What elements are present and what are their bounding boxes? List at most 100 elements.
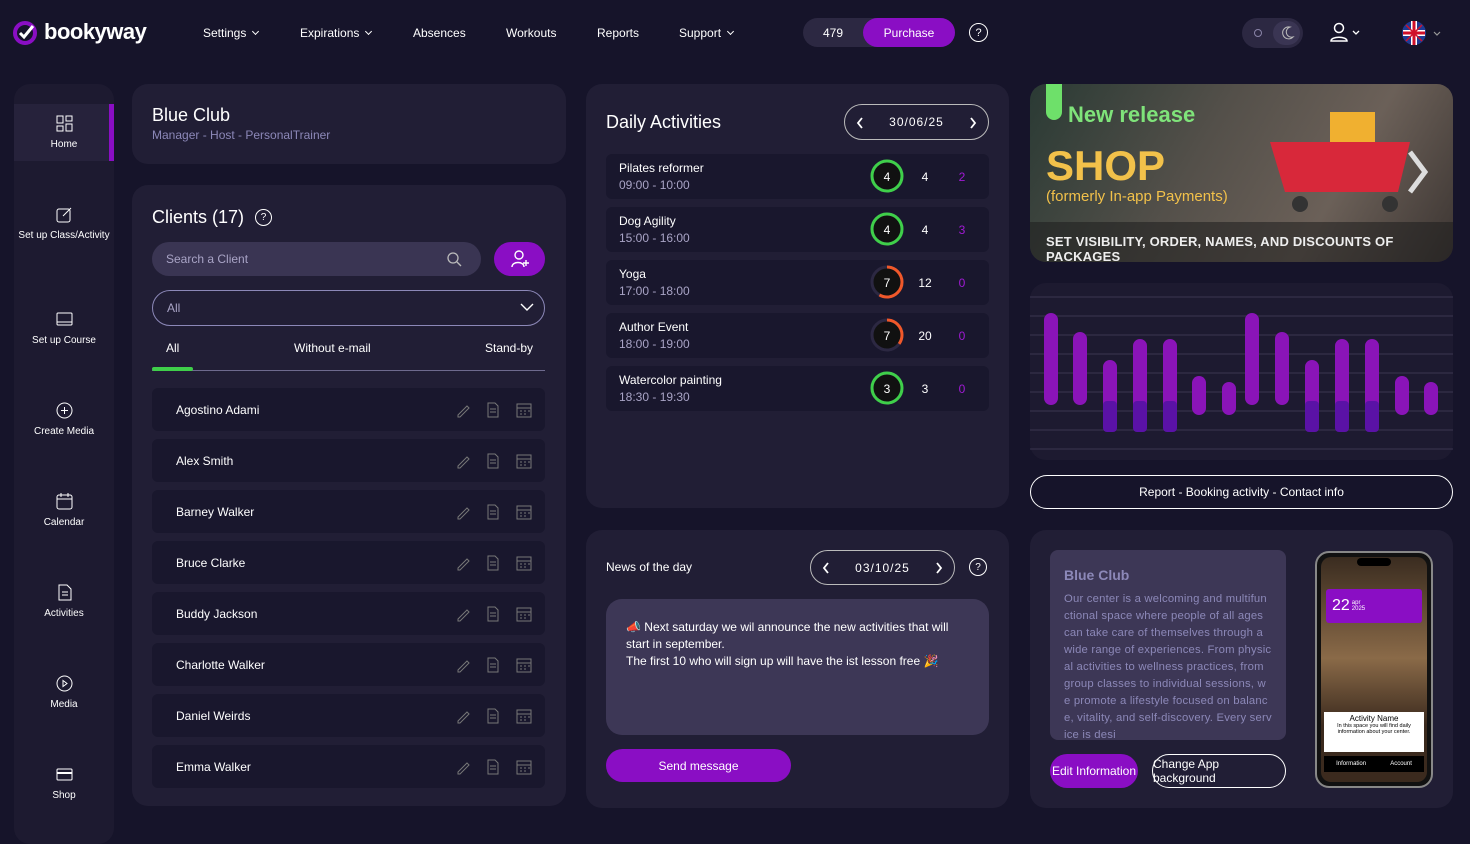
client-row[interactable]: Alex Smith [152, 439, 545, 482]
tab-line [152, 370, 545, 371]
row-actions[interactable] [452, 400, 542, 420]
booking-gauge [870, 159, 904, 193]
nav-item[interactable]: Absences [413, 26, 466, 40]
capacity: 4 [921, 223, 929, 237]
activity-row[interactable]: Dog Agility 15:00 - 16:00 4 4 3 [606, 207, 989, 252]
sidebar-item[interactable]: Set up Course [14, 309, 114, 347]
sidebar-icon [56, 207, 71, 223]
add-client-button[interactable] [494, 242, 545, 276]
sidebar-item[interactable]: Create Media [14, 400, 114, 438]
waiting-count: 0 [958, 329, 966, 343]
sidebar-label: Set up Course [32, 335, 96, 346]
nav-label: Expirations [300, 26, 360, 40]
client-row[interactable]: Emma Walker [152, 745, 545, 788]
activity-name: Dog Agility [619, 214, 676, 228]
select-arrow [520, 303, 534, 311]
club-name: Blue Club [152, 105, 231, 125]
sidebar-item[interactable]: Set up Class/Activity [14, 204, 114, 242]
activity-row[interactable]: Pilates reformer 09:00 - 10:00 4 4 2 [606, 154, 989, 199]
help-button[interactable]: ? [255, 209, 272, 226]
tab[interactable]: Stand-by [485, 341, 534, 355]
about-box: Blue Club Our center is a welcoming and … [1050, 550, 1286, 740]
sidebar-icon [56, 675, 72, 692]
nav-item[interactable]: Workouts [506, 26, 557, 40]
date-picker[interactable]: 30/06/25 [844, 104, 989, 140]
activity-row[interactable]: Yoga 17:00 - 18:00 7 12 0 [606, 260, 989, 305]
sidebar-label: Shop [52, 790, 76, 801]
help-button[interactable]: ? [969, 23, 988, 42]
sidebar-active [14, 104, 114, 161]
language-menu[interactable] [1401, 20, 1443, 46]
sidebar-icon [56, 402, 72, 419]
client-row[interactable]: Barney Walker [152, 490, 545, 533]
phone-day: 22 [1332, 597, 1350, 614]
client-row[interactable]: Charlotte Walker [152, 643, 545, 686]
tab-active [152, 367, 193, 371]
report-button[interactable]: Report - Booking activity - Contact info [1030, 475, 1453, 509]
gauge-arc [870, 159, 904, 193]
logo-icon [13, 21, 37, 45]
nav-item[interactable]: Support [679, 26, 735, 40]
nav-item[interactable]: Expirations [300, 26, 373, 40]
gauge-arc [870, 265, 904, 299]
client-name: Emma Walker [176, 760, 251, 774]
sidebar-item[interactable]: Media [14, 673, 114, 711]
edit-button[interactable]: Edit Information [1050, 754, 1138, 788]
activity-name: Pilates reformer [619, 161, 704, 175]
tab[interactable]: Without e-mail [294, 341, 371, 355]
activity-row[interactable]: Watercolor painting 18:30 - 19:30 3 3 0 [606, 366, 989, 411]
send-button[interactable]: Send message [606, 749, 791, 782]
sidebar-item[interactable]: Home [14, 113, 114, 151]
daily-title: Daily Activities [606, 112, 722, 132]
search-icon [447, 252, 462, 267]
sidebar-label: Set up Class/Activity [18, 230, 110, 241]
purchase-button[interactable]: Purchase [863, 18, 955, 47]
sidebar-icon [58, 584, 71, 601]
nav-item[interactable]: Settings [203, 26, 260, 40]
phone-year: 2025 [1351, 606, 1366, 612]
sidebar-item[interactable]: Shop [14, 764, 114, 802]
activity-row[interactable]: Author Event 18:00 - 19:00 7 20 0 [606, 313, 989, 358]
sidebar-item[interactable]: Activities [14, 582, 114, 620]
filter-select[interactable]: All [152, 290, 545, 326]
banner-subtitle: (formerly In-app Payments) [1046, 188, 1228, 205]
client-row[interactable]: Agostino Adami [152, 388, 545, 431]
client-row[interactable]: Daniel Weirds [152, 694, 545, 737]
booking-gauge [870, 265, 904, 299]
waiting-count: 2 [958, 170, 966, 184]
row-actions[interactable] [452, 655, 542, 675]
sidebar-item[interactable]: Calendar [14, 491, 114, 529]
tab[interactable]: All [166, 341, 180, 355]
logo[interactable]: bookyway [44, 19, 147, 44]
row-actions[interactable] [452, 553, 542, 573]
sidebar-label: Media [50, 699, 78, 710]
date-picker[interactable]: 03/10/25 [810, 550, 955, 585]
sidebar-label: Activities [44, 608, 84, 619]
row-actions[interactable] [452, 604, 542, 624]
client-row[interactable]: Buddy Jackson [152, 592, 545, 635]
banner[interactable]: New release SHOP (formerly In-app Paymen… [1030, 84, 1453, 262]
row-actions[interactable] [452, 451, 542, 471]
capacity: 4 [921, 170, 929, 184]
booked-count: 7 [883, 276, 891, 290]
activity-time: 18:30 - 19:30 [619, 390, 690, 404]
report-preview [1030, 283, 1453, 460]
help-button[interactable]: ? [969, 558, 987, 576]
client-row[interactable]: Bruce Clarke [152, 541, 545, 584]
row-actions[interactable] [452, 706, 542, 726]
theme-toggle[interactable] [1242, 18, 1303, 48]
user-menu[interactable] [1328, 22, 1366, 44]
row-actions[interactable] [452, 502, 542, 522]
background-button[interactable]: Change App background [1152, 754, 1286, 788]
sidebar-label: Home [50, 139, 78, 150]
nav-item[interactable]: Reports [597, 26, 640, 40]
capacity: 3 [921, 382, 929, 396]
phone-month: apr [1351, 600, 1361, 606]
row-actions[interactable] [452, 757, 542, 777]
waiting-count: 0 [958, 382, 966, 396]
booked-count: 4 [883, 170, 891, 184]
search-input[interactable]: Search a Client [152, 242, 481, 276]
activity-time: 15:00 - 16:00 [619, 231, 690, 245]
sidebar [14, 84, 114, 844]
phone-date: 22 apr 2025 [1326, 589, 1422, 623]
